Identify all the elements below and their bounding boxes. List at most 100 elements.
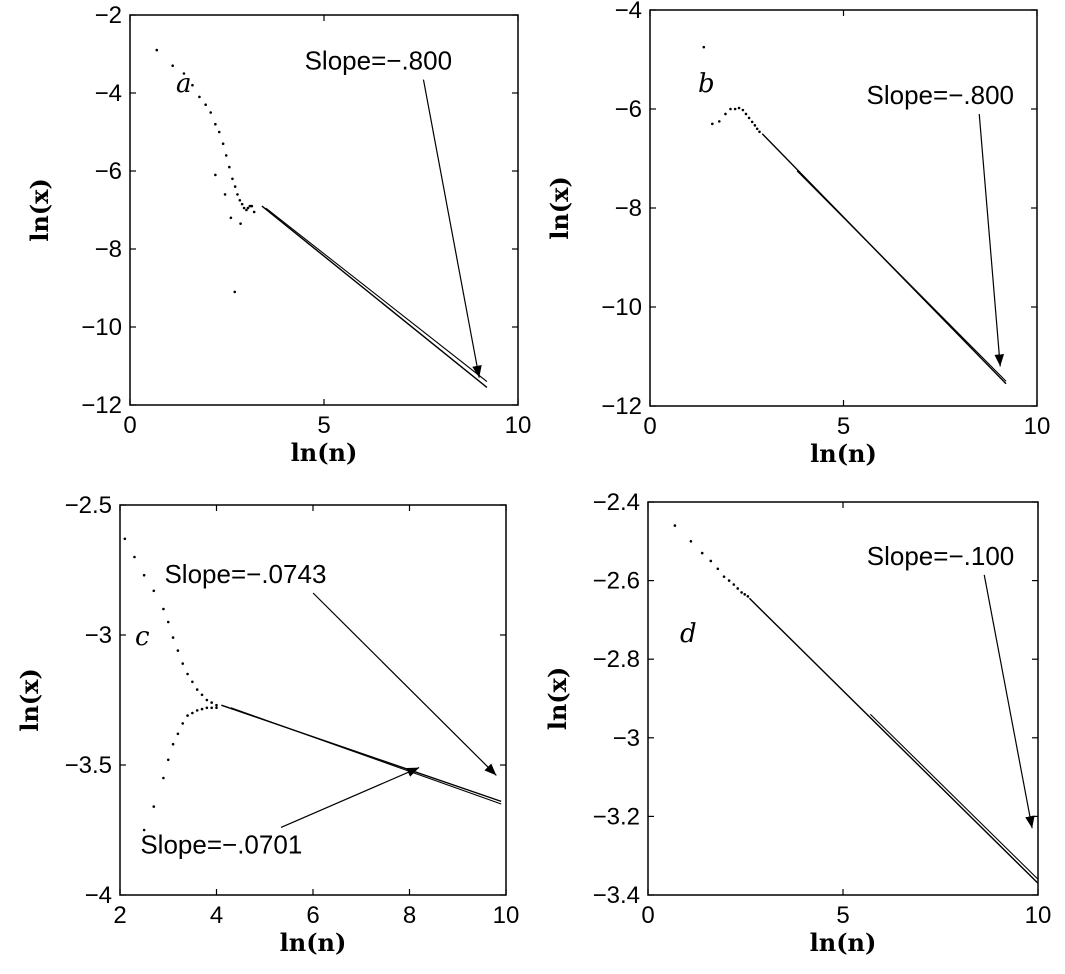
y-tick-label: −6	[95, 158, 122, 185]
y-tick-label: −3	[85, 622, 112, 649]
data-point	[224, 154, 228, 157]
data-point	[205, 698, 209, 702]
data-point	[750, 120, 754, 124]
data-point	[181, 722, 185, 725]
data-point	[195, 709, 199, 712]
data-point	[700, 551, 704, 555]
data-point	[689, 540, 693, 543]
data-point	[214, 122, 217, 126]
x-tick-label: 0	[123, 412, 136, 439]
data-point	[176, 649, 180, 652]
data-point	[741, 108, 745, 112]
data-point	[210, 701, 213, 704]
data-point	[162, 776, 165, 780]
x-axis-label: ln(n)	[810, 439, 877, 468]
y-tick-label: −4	[95, 80, 122, 107]
x-tick-label: 10	[493, 902, 520, 929]
x-tick-label: 4	[210, 902, 223, 929]
y-axis-label: ln(x)	[25, 178, 54, 242]
data-point	[236, 193, 239, 196]
series-line	[748, 597, 1039, 884]
data-point	[233, 185, 237, 188]
x-tick-label: 8	[403, 902, 416, 929]
data-point	[755, 127, 759, 131]
panel-b: 0 5 10 −12 −10 −8 −6 −4 ln(n) ln(x) b Slope=−.800	[545, 0, 1050, 468]
data-point	[746, 595, 750, 598]
slope-annotation: Slope=−.100	[867, 541, 1014, 571]
x-axis-label: ln(n)	[280, 928, 347, 957]
data-point	[152, 589, 156, 593]
slope-annotation: Slope=−.0701	[140, 829, 302, 859]
data-point	[753, 124, 757, 127]
data-point	[217, 130, 221, 134]
x-tick-label: 10	[505, 412, 532, 439]
y-tick-label: −8	[95, 236, 122, 263]
data-point	[245, 208, 248, 212]
data-point	[242, 206, 246, 210]
data-point	[182, 72, 186, 75]
data-point	[732, 583, 736, 586]
y-tick-label: −2.4	[593, 489, 640, 516]
y-tick-label: −10	[601, 294, 642, 321]
y-tick-label: −12	[81, 392, 122, 419]
y-tick-label: −4	[615, 0, 642, 24]
annotation-arrow	[983, 574, 1035, 829]
y-tick-label: −4	[85, 882, 112, 909]
data-point	[747, 116, 751, 120]
x-tick-label: 10	[1025, 902, 1052, 929]
y-tick-label: −3.4	[593, 882, 640, 909]
series-line	[261, 205, 488, 388]
data-point	[186, 714, 189, 717]
data-point	[191, 83, 194, 87]
panel-letter: a	[176, 69, 192, 99]
x-tick-label: 5	[837, 413, 850, 440]
y-tick-label: −2.5	[65, 492, 112, 519]
y-tick-label: −3.2	[593, 803, 640, 830]
data-point	[223, 193, 227, 196]
data-point	[142, 828, 146, 832]
series-line	[265, 207, 488, 383]
x-tick-label: 2	[113, 902, 126, 929]
data-point	[724, 112, 727, 116]
data-point	[673, 524, 677, 527]
data-point	[191, 680, 194, 684]
slope-annotation: Slope=−.800	[867, 80, 1014, 110]
panel-c: 2 4 6 8 10 −4 −3.5 −3 −2.5 ln(n) ln(x) c Slope=−.074…	[15, 492, 519, 957]
annotation-arrow	[280, 767, 420, 828]
x-tick-label: 0	[643, 413, 656, 440]
data-point	[176, 732, 180, 736]
data-point	[171, 64, 174, 67]
annotation-arrow	[422, 79, 482, 378]
data-point	[733, 107, 737, 111]
data-point	[204, 103, 207, 106]
data-point	[198, 95, 201, 99]
y-tick-label: −6	[615, 96, 642, 123]
series-line	[796, 170, 1007, 382]
data-point	[171, 636, 175, 639]
panel-d: 0 5 10 −3.4 −3.2 −3 −2.8 −2.6 −2.4 ln(n) ln(x) d Slo…	[543, 489, 1051, 957]
data-point	[155, 48, 159, 52]
panel-letter: b	[698, 69, 715, 99]
data-point	[195, 688, 199, 691]
data-point	[200, 693, 204, 697]
data-point	[200, 707, 204, 711]
data-point	[166, 620, 170, 624]
data-point	[743, 593, 747, 596]
data-point	[205, 706, 209, 710]
y-tick-label: −3.5	[65, 752, 112, 779]
panel-letter: d	[680, 619, 697, 649]
x-tick-label: 6	[306, 902, 319, 929]
panel-letter: c	[135, 622, 150, 652]
x-tick-label: 0	[641, 902, 654, 929]
x-axis-label: ln(n)	[810, 928, 877, 957]
data-point	[744, 112, 748, 116]
data-point	[228, 165, 231, 169]
data-point	[210, 706, 213, 710]
x-axis-label: ln(n)	[291, 438, 358, 467]
x-tick-label: 5	[317, 412, 330, 439]
data-point	[246, 206, 250, 210]
data-point	[181, 662, 185, 665]
data-point	[229, 216, 233, 220]
data-point	[231, 177, 234, 181]
data-point	[239, 222, 242, 225]
